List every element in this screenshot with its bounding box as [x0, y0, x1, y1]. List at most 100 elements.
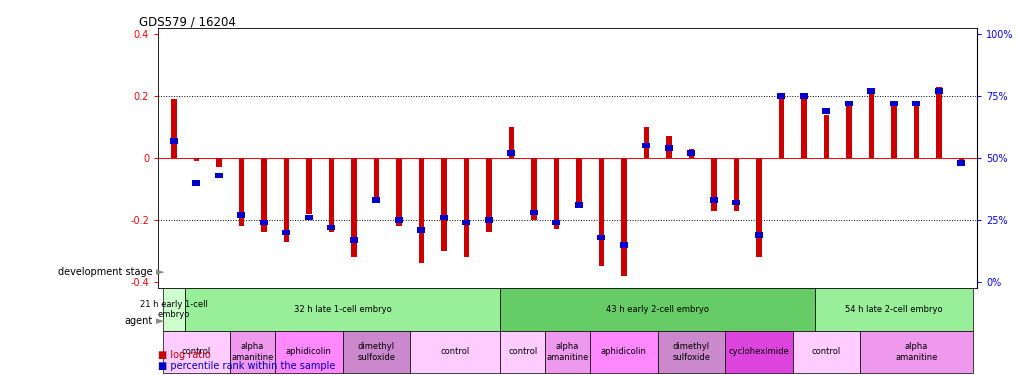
Bar [732, 200, 740, 206]
Bar [859, 331, 972, 373]
Bar [800, 96, 806, 158]
Bar [664, 146, 673, 151]
Bar [688, 149, 694, 158]
Bar [261, 158, 266, 232]
Bar [590, 331, 657, 373]
Bar [552, 220, 559, 225]
Bar [792, 331, 859, 373]
Bar [553, 158, 558, 229]
Bar [935, 87, 941, 158]
Bar [844, 101, 852, 106]
Bar [215, 172, 222, 178]
Bar [230, 331, 275, 373]
Text: ►: ► [156, 267, 164, 277]
Bar [508, 127, 514, 158]
Text: ■ log ratio: ■ log ratio [158, 350, 211, 360]
Bar [544, 331, 590, 373]
Bar [410, 331, 499, 373]
Text: alpha
amanitine: alpha amanitine [895, 342, 936, 362]
Bar [598, 158, 603, 266]
Bar [275, 331, 342, 373]
Bar [350, 237, 358, 243]
Bar [184, 288, 499, 331]
Bar [575, 202, 582, 208]
Bar [799, 93, 807, 99]
Bar [845, 105, 851, 158]
Bar [957, 160, 964, 166]
Text: 43 h early 2-cell embryo: 43 h early 2-cell embryo [605, 305, 708, 314]
Bar [530, 210, 537, 215]
Bar [439, 215, 447, 220]
Text: GDS579 / 16204: GDS579 / 16204 [139, 15, 235, 28]
Bar [193, 180, 200, 186]
Bar [462, 220, 470, 225]
Text: control: control [440, 347, 470, 356]
Bar [162, 331, 230, 373]
Bar [710, 158, 716, 211]
Bar [776, 93, 785, 99]
Text: 54 h late 2-cell embryo: 54 h late 2-cell embryo [845, 305, 942, 314]
Bar [306, 158, 312, 214]
Bar [868, 90, 873, 158]
Text: aphidicolin: aphidicolin [285, 347, 331, 356]
Text: development stage: development stage [58, 267, 153, 277]
Bar [194, 158, 199, 161]
Bar [417, 227, 425, 232]
Bar [238, 158, 244, 226]
Bar [891, 105, 896, 158]
Bar [395, 158, 401, 226]
Bar [283, 158, 289, 242]
Bar [621, 158, 626, 276]
Bar [822, 115, 828, 158]
Bar [777, 96, 784, 158]
Bar [643, 127, 648, 158]
Bar [912, 101, 919, 106]
Bar [755, 158, 761, 257]
Text: 21 h early 1-cell
embryo: 21 h early 1-cell embryo [140, 300, 208, 319]
Text: control: control [507, 347, 537, 356]
Bar [373, 158, 379, 201]
Bar [328, 158, 334, 232]
Bar [576, 158, 581, 208]
Text: cycloheximide: cycloheximide [728, 347, 789, 356]
Bar [499, 288, 814, 331]
Bar [440, 158, 446, 251]
Bar [754, 232, 762, 238]
Bar [687, 150, 695, 156]
Bar [351, 158, 357, 257]
Text: 32 h late 1-cell embryo: 32 h late 1-cell embryo [293, 305, 391, 314]
Bar [394, 217, 403, 223]
Bar [866, 88, 874, 94]
Text: ►: ► [156, 316, 164, 326]
Bar [171, 99, 176, 158]
Bar [934, 88, 942, 94]
Bar [499, 331, 544, 373]
Bar [531, 158, 536, 220]
Text: dimethyl
sulfoxide: dimethyl sulfoxide [672, 342, 709, 362]
Bar [327, 225, 335, 230]
Text: control: control [181, 347, 211, 356]
Bar [733, 158, 739, 211]
Bar [170, 138, 177, 144]
Bar [342, 331, 410, 373]
Text: alpha
amanitine: alpha amanitine [546, 342, 588, 362]
Bar [418, 158, 424, 263]
Bar [463, 158, 469, 257]
Text: ■ percentile rank within the sample: ■ percentile rank within the sample [158, 361, 335, 371]
Bar [958, 158, 963, 164]
Bar [642, 143, 650, 148]
Text: control: control [811, 347, 841, 356]
Bar [725, 331, 792, 373]
Bar [709, 197, 717, 203]
Bar [665, 136, 672, 158]
Text: dimethyl
sulfoxide: dimethyl sulfoxide [357, 342, 395, 362]
Bar [486, 158, 491, 232]
Bar [913, 105, 918, 158]
Bar [216, 158, 221, 167]
Bar [260, 220, 268, 225]
Text: alpha
amanitine: alpha amanitine [231, 342, 273, 362]
Text: agent: agent [124, 316, 153, 326]
Bar [305, 215, 313, 220]
Bar [657, 331, 725, 373]
Bar [162, 288, 184, 331]
